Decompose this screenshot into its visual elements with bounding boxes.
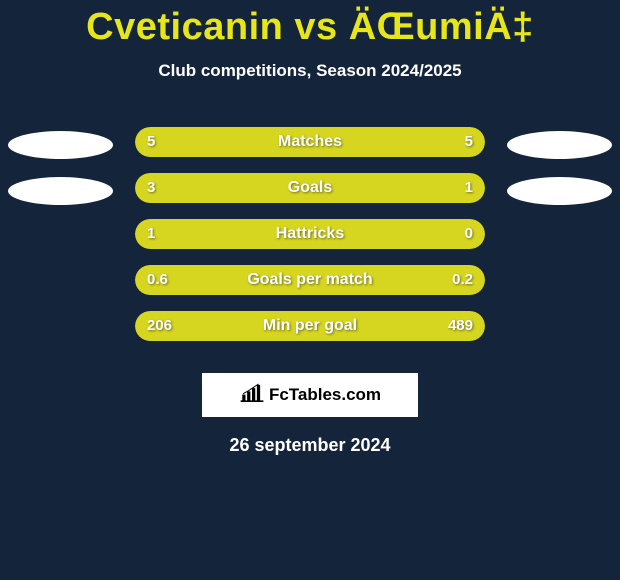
stat-bar: 31Goals	[135, 173, 485, 203]
stats-list: 55Matches 31Goals 10Hattricks 0.60.2Goals p…	[0, 125, 620, 355]
left-badge-ellipse	[8, 177, 113, 205]
page-title: Cveticanin vs ÄŒumiÄ‡	[0, 6, 620, 49]
stat-bar: 206489Min per goal	[135, 311, 485, 341]
stat-label: Matches	[135, 127, 485, 157]
stat-label: Goals	[135, 173, 485, 203]
left-badge-ellipse	[8, 131, 113, 159]
brand-box: FcTables.com	[202, 373, 418, 417]
stat-row: 31Goals	[0, 171, 620, 217]
stat-row: 206489Min per goal	[0, 309, 620, 355]
stat-row: 0.60.2Goals per match	[0, 263, 620, 309]
stat-label: Hattricks	[135, 219, 485, 249]
brand-rest: Tables.com	[289, 385, 381, 404]
page-subtitle: Club competitions, Season 2024/2025	[0, 61, 620, 81]
stat-bar: 0.60.2Goals per match	[135, 265, 485, 295]
bar-chart-icon	[239, 382, 265, 409]
stat-bar: 55Matches	[135, 127, 485, 157]
generated-date: 26 september 2024	[0, 435, 620, 456]
stat-bar: 10Hattricks	[135, 219, 485, 249]
stat-row: 55Matches	[0, 125, 620, 171]
stat-label: Min per goal	[135, 311, 485, 341]
stat-label: Goals per match	[135, 265, 485, 295]
brand: FcTables.com	[239, 382, 381, 409]
brand-text: FcTables.com	[269, 385, 381, 405]
stat-row: 10Hattricks	[0, 217, 620, 263]
right-badge-ellipse	[507, 177, 612, 205]
brand-fc: Fc	[269, 385, 289, 404]
right-badge-ellipse	[507, 131, 612, 159]
